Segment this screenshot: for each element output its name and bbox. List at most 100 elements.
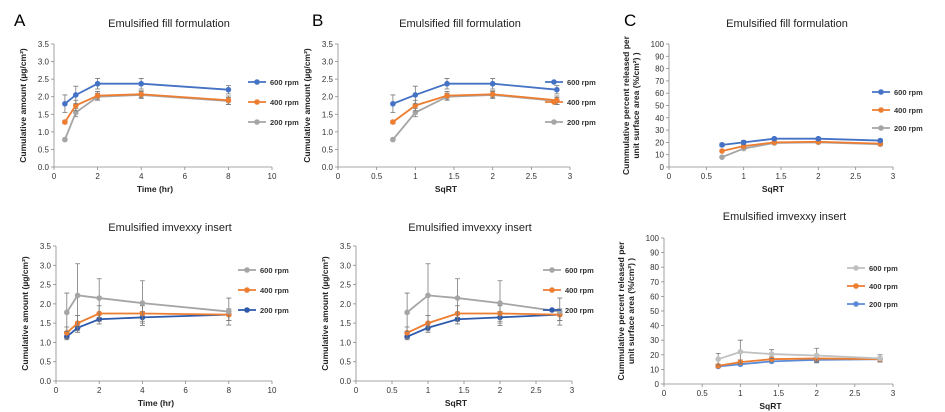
legend-marker bbox=[549, 287, 555, 293]
x-tick-label: 3 bbox=[891, 172, 896, 181]
y-tick-label: 80 bbox=[650, 263, 659, 272]
x-tick-label: 2.5 bbox=[849, 389, 861, 398]
x-tick-label: 0 bbox=[54, 386, 59, 395]
legend-label: 200 rpm bbox=[565, 306, 594, 315]
y-tick-label: 90 bbox=[655, 52, 664, 61]
x-tick-label: 0.5 bbox=[697, 389, 709, 398]
chart-title: Emulsified fill formulation bbox=[726, 18, 848, 30]
y-tick-label: 100 bbox=[651, 40, 665, 49]
data-point bbox=[554, 86, 560, 93]
x-tick-label: 2.5 bbox=[850, 172, 862, 181]
y-tick-label: 3.5 bbox=[340, 242, 352, 251]
legend-label: 400 rpm bbox=[567, 98, 596, 107]
data-point bbox=[138, 91, 144, 98]
data-point bbox=[719, 142, 725, 148]
data-point bbox=[444, 80, 450, 87]
legend-label: 200 rpm bbox=[260, 306, 289, 315]
x-tick-label: 1.5 bbox=[458, 386, 470, 395]
y-tick-label: 50 bbox=[655, 102, 664, 111]
x-axis-label: SqRT bbox=[445, 398, 468, 408]
y-tick-label: 3.5 bbox=[322, 40, 334, 49]
y-axis-label-line: Cummulative percent released per bbox=[616, 241, 626, 381]
y-tick-label: 0.0 bbox=[322, 163, 334, 172]
x-tick-label: 2.5 bbox=[530, 386, 542, 395]
x-tick-label: 0.5 bbox=[371, 172, 383, 181]
y-tick-label: 10 bbox=[655, 151, 664, 160]
legend-label: 600 rpm bbox=[565, 266, 594, 275]
y-tick-label: 70 bbox=[655, 77, 664, 86]
x-tick-label: 10 bbox=[268, 386, 277, 395]
chart-title: Emulsified imvexxy insert bbox=[408, 222, 531, 234]
y-tick-label: 70 bbox=[650, 278, 659, 287]
legend-marker bbox=[878, 107, 884, 113]
series-group bbox=[715, 339, 883, 370]
data-point bbox=[74, 292, 81, 299]
chart-title: Emulsified imvexxy insert bbox=[723, 211, 846, 223]
x-tick-label: 0 bbox=[52, 172, 57, 181]
y-tick-label: 0.5 bbox=[40, 358, 52, 367]
legend-marker bbox=[551, 79, 557, 85]
data-point bbox=[877, 137, 884, 144]
series-group bbox=[64, 263, 232, 341]
y-tick-label: 30 bbox=[650, 336, 659, 345]
x-tick-label: 2 bbox=[97, 386, 102, 395]
y-tick-label: 60 bbox=[650, 292, 659, 301]
y-tick-label: 1.5 bbox=[40, 319, 52, 328]
chart-a1: Emulsified fill formulation 0.0 0.5 1.0 1.5 2… bbox=[18, 18, 299, 194]
y-tick-label: 1.0 bbox=[322, 128, 334, 137]
y-tick-label: 3.0 bbox=[322, 58, 334, 67]
x-axis-label: Time (hr) bbox=[137, 184, 173, 194]
y-tick-label: 80 bbox=[655, 65, 664, 74]
x-tick-label: 3 bbox=[568, 172, 573, 181]
y-tick-label: 1.5 bbox=[38, 110, 50, 119]
series-line bbox=[64, 93, 229, 123]
legend-label: 200 rpm bbox=[869, 300, 898, 309]
x-tick-label: 8 bbox=[227, 386, 232, 395]
legend-marker bbox=[254, 119, 260, 125]
data-point bbox=[62, 100, 68, 107]
series-line bbox=[406, 313, 560, 338]
legend-label: 200 rpm bbox=[270, 118, 299, 127]
x-tick-label: 3 bbox=[891, 389, 896, 398]
legend-label: 400 rpm bbox=[260, 286, 289, 295]
x-tick-label: 6 bbox=[183, 172, 188, 181]
legend-label: 200 rpm bbox=[567, 118, 596, 127]
series-line bbox=[66, 294, 229, 313]
data-point bbox=[138, 80, 144, 87]
series-line bbox=[406, 294, 560, 314]
legend-marker bbox=[254, 99, 260, 105]
y-tick-label: 40 bbox=[655, 114, 664, 123]
x-tick-label: 2 bbox=[95, 172, 100, 181]
legend-marker bbox=[549, 307, 555, 313]
y-tick-label: 1.0 bbox=[40, 338, 52, 347]
y-tick-label: 0 bbox=[660, 163, 665, 172]
x-tick-label: 0.5 bbox=[386, 386, 398, 395]
data-point bbox=[390, 100, 396, 107]
data-point bbox=[719, 148, 725, 154]
y-tick-label: 10 bbox=[650, 365, 659, 374]
legend-marker bbox=[878, 89, 884, 95]
y-axis-label: Cumulative amount (µg/cm²) bbox=[20, 256, 30, 371]
data-point bbox=[715, 362, 721, 369]
x-tick-label: 0 bbox=[354, 386, 359, 395]
y-axis-label-line: Cummulative percent released per bbox=[621, 35, 631, 175]
y-axis-label-line: unit surface area (%/cm²) ) bbox=[631, 52, 641, 158]
x-axis-label: SqRT bbox=[435, 184, 458, 194]
y-axis-label: Cumulative amount (µg/cm²) bbox=[302, 48, 312, 163]
data-point bbox=[94, 92, 101, 99]
data-point bbox=[390, 119, 396, 125]
legend-label: 400 rpm bbox=[869, 282, 898, 291]
x-tick-label: 1 bbox=[413, 172, 418, 181]
data-point bbox=[740, 139, 747, 146]
x-axis-label: Time (hr) bbox=[138, 398, 174, 408]
y-tick-label: 20 bbox=[650, 351, 659, 360]
x-tick-label: 3 bbox=[570, 386, 575, 395]
x-axis-label: SqRT bbox=[762, 184, 785, 194]
chart-a2: Emulsified imvexxy insert 0.0 0.5 1.0 1.5 2.0… bbox=[20, 222, 289, 408]
y-tick-label: 0 bbox=[655, 380, 660, 389]
y-tick-label: 50 bbox=[650, 307, 659, 316]
y-tick-label: 30 bbox=[655, 126, 664, 135]
data-point bbox=[813, 352, 820, 359]
x-tick-label: 4 bbox=[139, 172, 144, 181]
x-tick-label: 2 bbox=[814, 389, 819, 398]
